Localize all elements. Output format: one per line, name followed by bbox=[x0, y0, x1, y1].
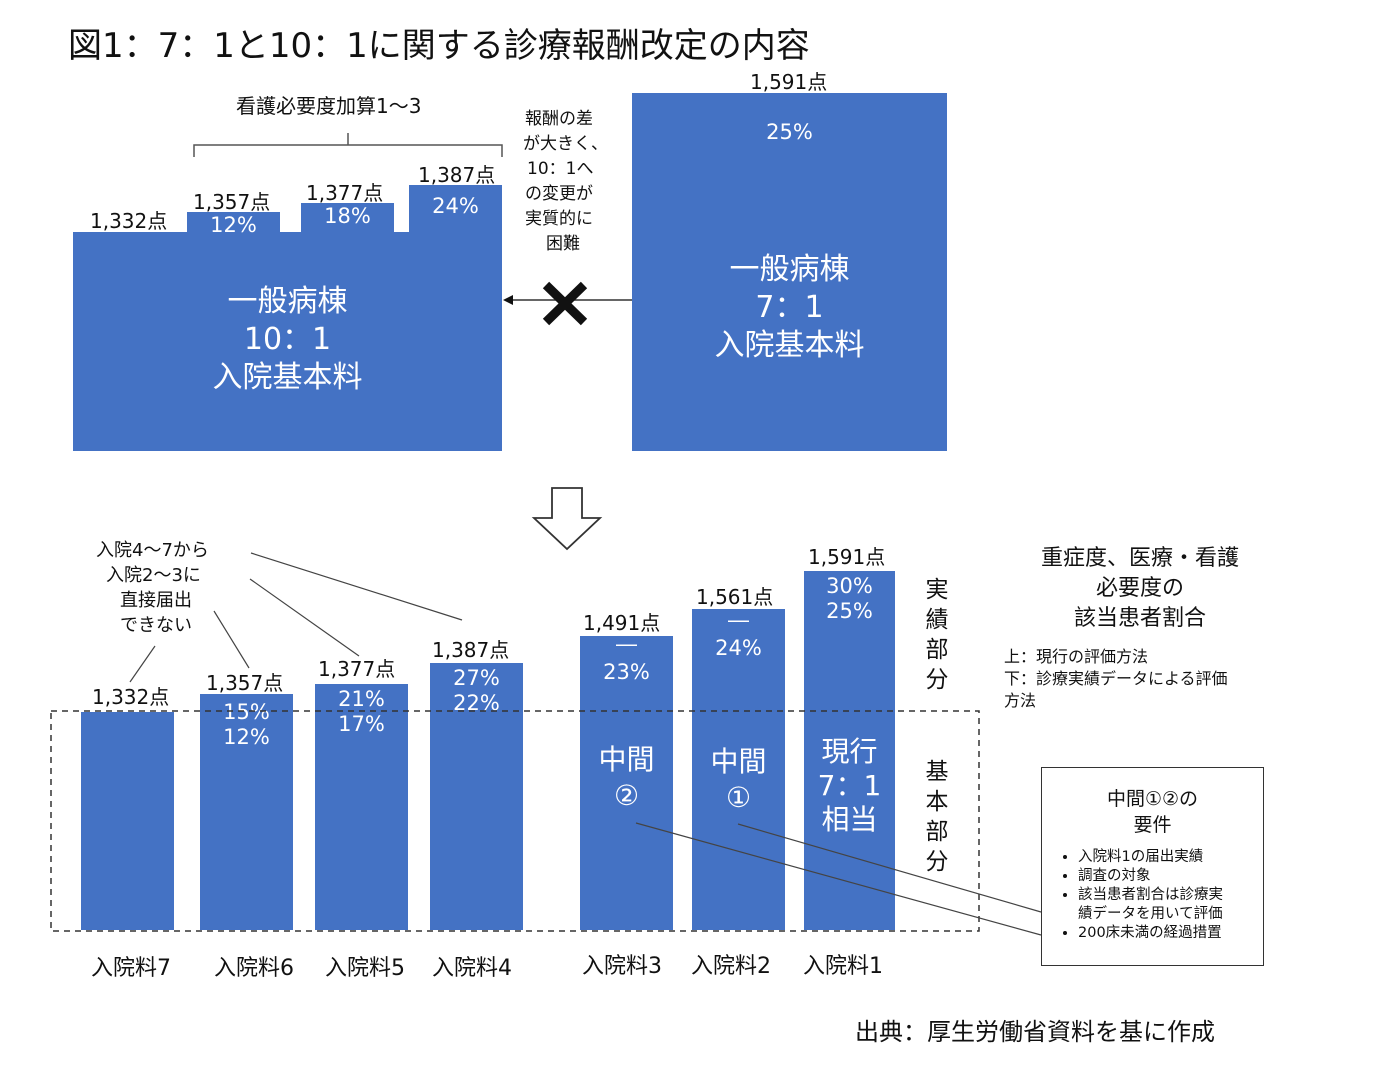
bar-4 bbox=[430, 663, 523, 930]
ward7-label-3: 入院基本料 bbox=[714, 328, 865, 363]
bar-2 bbox=[692, 609, 785, 930]
bar-7-category: 入院料7 bbox=[91, 956, 171, 981]
bar-2-value: 1,561点 bbox=[696, 585, 774, 609]
kasan-label: 看護必要度加算1〜3 bbox=[236, 94, 422, 118]
bar-5-value: 1,377点 bbox=[318, 657, 396, 681]
bar-4-pct-top: 27% bbox=[453, 666, 500, 690]
bar-7-value: 1,332点 bbox=[92, 685, 170, 709]
bar-7 bbox=[81, 712, 174, 930]
bar-3-label-1: 中間 bbox=[598, 743, 655, 776]
bar-2-label-2: ① bbox=[725, 781, 752, 814]
top-note-3: 10：1へ bbox=[527, 159, 594, 179]
page-title: 図1：7：1と10：1に関する診療報酬改定の内容 bbox=[68, 26, 810, 66]
jisseki-label: 実 績 部 分 bbox=[925, 577, 949, 693]
requirements-title: 中間①②の 要件 bbox=[1106, 788, 1199, 836]
bar-1 bbox=[804, 571, 895, 930]
ward7-value: 1,591点 bbox=[750, 70, 828, 94]
bar-1-value: 1,591点 bbox=[808, 545, 886, 569]
ward10-label-3: 入院基本料 bbox=[212, 360, 363, 395]
bar-5-pct-bottom: 17% bbox=[338, 712, 385, 736]
requirements-list: 入院料1の届出実績 調査の対象 該当患者割合は診療実 bbox=[1056, 848, 1278, 886]
add-bar-1-value: 1,357点 bbox=[193, 190, 271, 214]
add-bar-3-value: 1,387点 bbox=[418, 163, 496, 187]
ward10-label-1: 一般病棟 bbox=[227, 284, 348, 319]
top-note-1: 報酬の差 bbox=[525, 109, 593, 129]
add-bar-2-pct: 18% bbox=[324, 204, 371, 228]
ward7-label-2: 7：1 bbox=[755, 290, 824, 325]
requirements-box: 中間①②の 要件 入院料1の届出実績 調査の対象 該当患者割合は診療実 該当患者… bbox=[1041, 767, 1264, 966]
bar-6-pct-bottom: 12% bbox=[223, 725, 270, 749]
ward7-bar bbox=[632, 93, 947, 451]
ward10-value: 1,332点 bbox=[90, 209, 168, 233]
bar-2-category: 入院料2 bbox=[691, 954, 771, 979]
bar-2-pct-top: ― bbox=[728, 608, 749, 632]
requirement-item: 調査の対象 bbox=[1078, 867, 1278, 886]
bar-6 bbox=[200, 694, 293, 930]
add-bar-1-pct: 12% bbox=[210, 213, 257, 237]
bar-1-label-2: 7：1 bbox=[817, 769, 882, 802]
bar-1-label-3: 相当 bbox=[821, 803, 878, 836]
source-note: 出典：厚生労働省資料を基に作成 bbox=[855, 1018, 1215, 1046]
bottom-note-2: 入院2〜3に bbox=[106, 565, 201, 586]
requirement-item: 200床未満の経過措置 bbox=[1078, 924, 1278, 943]
cross-mark bbox=[542, 281, 588, 326]
bar-3-category: 入院料3 bbox=[582, 954, 662, 979]
bar-1-label-1: 現行 bbox=[821, 735, 878, 768]
bar-3-value: 1,491点 bbox=[583, 611, 661, 635]
method-note: 上：現行の評価方法 下：診療実績データによる評価 方法 bbox=[1004, 647, 1228, 710]
kihon-label: 基 本 部 分 bbox=[925, 759, 949, 875]
bar-3-pct-bottom: 23% bbox=[603, 660, 650, 684]
down-arrow-icon bbox=[531, 487, 603, 551]
kasan-bracket bbox=[193, 133, 503, 157]
ratio-title: 重症度、医療・看護 必要度の 該当患者割合 bbox=[1040, 546, 1239, 631]
bar-5 bbox=[315, 684, 408, 930]
bar-5-category: 入院料5 bbox=[325, 956, 405, 981]
ward10-label-2: 10：1 bbox=[243, 322, 332, 357]
bar-5-pct-top: 21% bbox=[338, 687, 385, 711]
bottom-note-4: できない bbox=[120, 615, 192, 636]
bar-2-label-1: 中間 bbox=[710, 745, 767, 778]
add-bar-3 bbox=[409, 185, 502, 236]
ward7-label-1: 一般病棟 bbox=[729, 252, 850, 287]
bar-4-category: 入院料4 bbox=[432, 956, 512, 981]
ward7-pct: 25% bbox=[766, 120, 813, 144]
top-note-5: 実質的に bbox=[525, 209, 593, 229]
add-bar-2-value: 1,377点 bbox=[306, 181, 384, 205]
bar-6-pct-top: 15% bbox=[223, 700, 270, 724]
top-note-6: 困難 bbox=[546, 234, 580, 254]
bar-6-value: 1,357点 bbox=[206, 671, 284, 695]
bar-1-pct-bottom: 25% bbox=[826, 599, 873, 623]
change-arrow-head bbox=[503, 295, 513, 305]
bar-6-category: 入院料6 bbox=[214, 956, 294, 981]
bar-3-pct-top: ― bbox=[616, 632, 637, 656]
bar-1-category: 入院料1 bbox=[803, 954, 883, 979]
base-part-box bbox=[50, 710, 980, 932]
top-note-4: の変更が bbox=[525, 184, 593, 204]
add-bar-3-pct: 24% bbox=[432, 194, 479, 218]
bar-1-pct-top: 30% bbox=[826, 574, 873, 598]
requirement-item: 入院料1の届出実績 bbox=[1078, 848, 1278, 867]
add-bar-1 bbox=[187, 212, 280, 236]
bar-4-value: 1,387点 bbox=[432, 638, 510, 662]
bottom-note-1: 入院4〜7から bbox=[96, 540, 209, 561]
bar-2-pct-bottom: 24% bbox=[715, 636, 762, 660]
bar-3-label-2: ② bbox=[613, 779, 640, 812]
top-note-2: が大きく、 bbox=[523, 134, 608, 154]
bar-3 bbox=[580, 636, 673, 930]
add-bar-2 bbox=[301, 203, 394, 236]
bottom-note-3: 直接届出 bbox=[120, 590, 192, 611]
ward10-bar bbox=[73, 232, 502, 451]
